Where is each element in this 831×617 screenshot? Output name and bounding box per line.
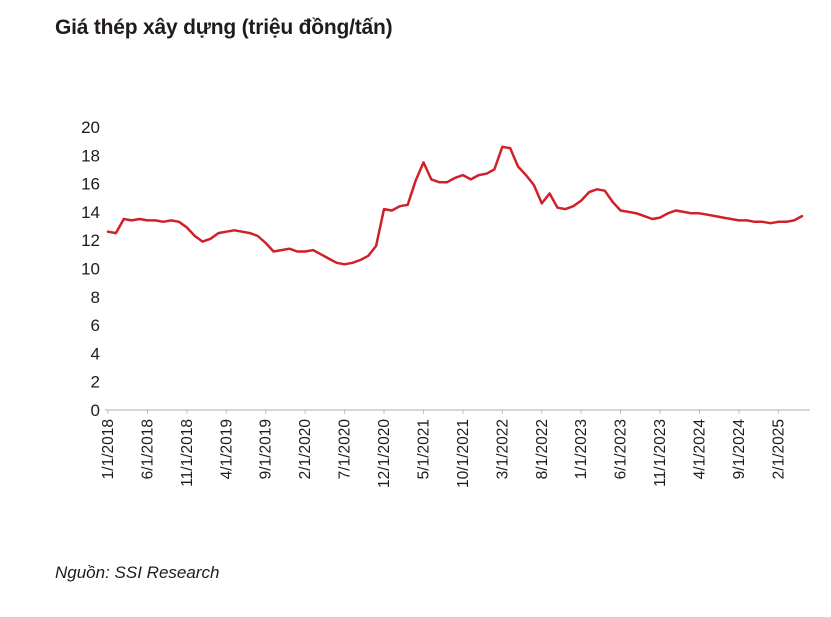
x-tick-label: 8/1/2022 bbox=[534, 419, 551, 479]
x-tick-label: 11/1/2018 bbox=[179, 419, 196, 487]
x-tick-label: 9/1/2024 bbox=[731, 419, 748, 480]
x-tick-label: 10/1/2021 bbox=[455, 419, 472, 488]
y-tick-label: 0 bbox=[91, 401, 100, 420]
x-tick-label: 9/1/2019 bbox=[258, 419, 275, 479]
x-tick-label: 4/1/2019 bbox=[218, 419, 235, 479]
x-tick-label: 2/1/2025 bbox=[770, 419, 787, 479]
y-tick-label: 18 bbox=[81, 146, 100, 165]
x-tick-label: 3/1/2022 bbox=[494, 419, 511, 479]
price-line bbox=[106, 145, 804, 266]
x-tick-label: 11/1/2023 bbox=[652, 419, 669, 487]
y-tick-label: 8 bbox=[91, 288, 100, 307]
y-tick-label: 16 bbox=[81, 175, 100, 194]
x-tick-label: 7/1/2020 bbox=[337, 419, 354, 480]
x-tick-label: 1/1/2023 bbox=[573, 419, 590, 479]
x-tick-label: 4/1/2024 bbox=[691, 419, 708, 480]
x-tick-label: 12/1/2020 bbox=[376, 419, 393, 488]
source-note: Nguồn: SSI Research bbox=[55, 563, 220, 582]
y-tick-label: 14 bbox=[81, 203, 100, 222]
chart-title: Giá thép xây dựng (triệu đồng/tấn) bbox=[55, 16, 393, 39]
y-tick-label: 6 bbox=[91, 316, 100, 335]
x-tick-label: 2/1/2020 bbox=[297, 419, 314, 480]
y-tick-label: 2 bbox=[91, 373, 100, 392]
y-tick-label: 20 bbox=[81, 118, 100, 137]
x-tick-label: 6/1/2023 bbox=[613, 419, 630, 479]
y-tick-label: 10 bbox=[81, 260, 100, 279]
x-tick-label: 6/1/2018 bbox=[139, 419, 156, 479]
y-tick-label: 12 bbox=[81, 231, 100, 250]
x-tick-label: 1/1/2018 bbox=[100, 419, 117, 479]
y-tick-label: 4 bbox=[91, 344, 100, 363]
x-tick-label: 5/1/2021 bbox=[415, 419, 432, 479]
